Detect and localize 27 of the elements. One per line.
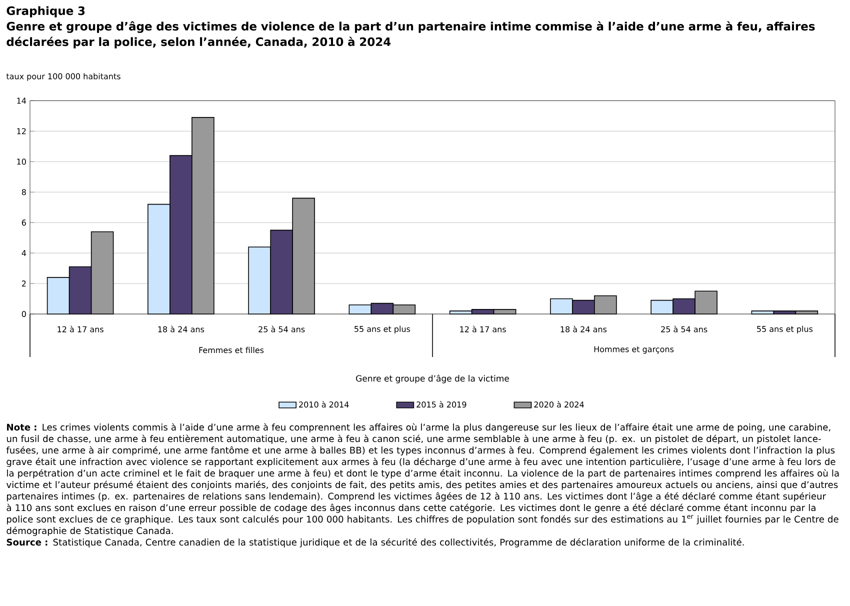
chart-subtitle: Genre et groupe d’âge des victimes de violence de la part d’un partenaire intime commise à l’aide d’une arme à feu, affaires déclarées par la police, selon l’année, Canada, 2010 à 2024 [6,21,815,48]
x-tick-label: 12 à 17 ans [460,326,506,332]
y-tick-label: 6 [22,220,26,226]
text: Hommes et garçons [594,346,674,354]
y-tick-label: 4 [22,250,26,256]
x-tick-label: 18 à 24 ans [158,326,204,332]
y-tick-label: 12 [17,128,26,134]
x-tick-label: 25 à 54 ans [258,326,305,332]
y-tick-label: 2 [22,280,26,286]
chart-title: Graphique 3 [6,6,85,18]
x-tick-label: 18 à 24 ans [560,326,607,332]
text: Femmes et filles [199,346,264,354]
x-axis-title: Genre et groupe d’âge de la victime [356,374,509,384]
y-tick-label: 0 [22,310,26,318]
y-axis-title: taux pour 100 000 habitants [6,73,120,81]
legend-label: 2015 à 2019 [416,401,466,408]
y-tick-label: 10 [17,158,26,165]
y-tick-label: 14 [17,98,26,104]
x-tick-label: 55 ans et plus [757,326,813,334]
x-tick-label: 55 ans et plus [354,326,410,334]
x-tick-label: 12 à 17 ans [58,326,104,332]
x-tick-label: 25 à 54 ans [661,326,708,332]
legend-label: 2010 à 2014 [299,401,349,408]
legend-label: 2020 à 2024 [534,401,584,408]
text: Source : Statistique Canada, Centre canadien de la statistique juridique et de la sécurité des collectivités, Programme de déclaration uniforme de la criminalité. [6,538,744,548]
y-tick-label: 8 [22,189,26,196]
text: Note : Les crimes violents commis à l’aide d’une arme à feu comprennent les affaires où l’arme la plus dangereuse sur les lieux de l’affaire était une arme de poing, une carabine, un fusil de chasse, une arme à feu entièrement automatique, une arme à feu à canon scié, une arme semblable à une arme à feu (p. ex. un pistolet de départ, un pistolet lance-fusées, une arme à air comprimé, une arme fantôme et une arme à balles BB) et les types inconnus d’armes à feu. Comprend également les crimes violents dont l’infraction la plus grave était une infraction avec violence se rapportant explicitement aux armes à feu (la décharge d’une arme à feu avec une intention particulière, l’usage d’une arme à feu lors de la perpétration d’un acte criminel et le fait de braquer une arme à feu) et dont le type d’arme était inconnu. La violence de la part de partenaires intimes comprend les affaires où la victime et l’auteur présumé étaient des conjoints mariés, des conjoints de fait, des petits amis, des petites amies et des partenaires amoureux actuels ou anciens, ainsi que d’autres partenaires intimes (p. ex. partenaires de relations sans lendemain). Comprend les victimes âgées de 12 à 110 ans. Les victimes dont l’âge a été déclaré comme étant supérieur à 110 ans sont exclues en raison d’une erreur possible de codage des âges inconnus dans cette catégorie. Les victimes dont le genre a été déclaré comme étant inconnu par la police sont exclues de ce graphique. Les taux sont calculés pour 100 000 habitants. Les chiffres de population sont fondés sur des estimations au 1$^{er}$ juillet fournies par le Centre de démographie de Statistique Canada. [6,423,839,536]
